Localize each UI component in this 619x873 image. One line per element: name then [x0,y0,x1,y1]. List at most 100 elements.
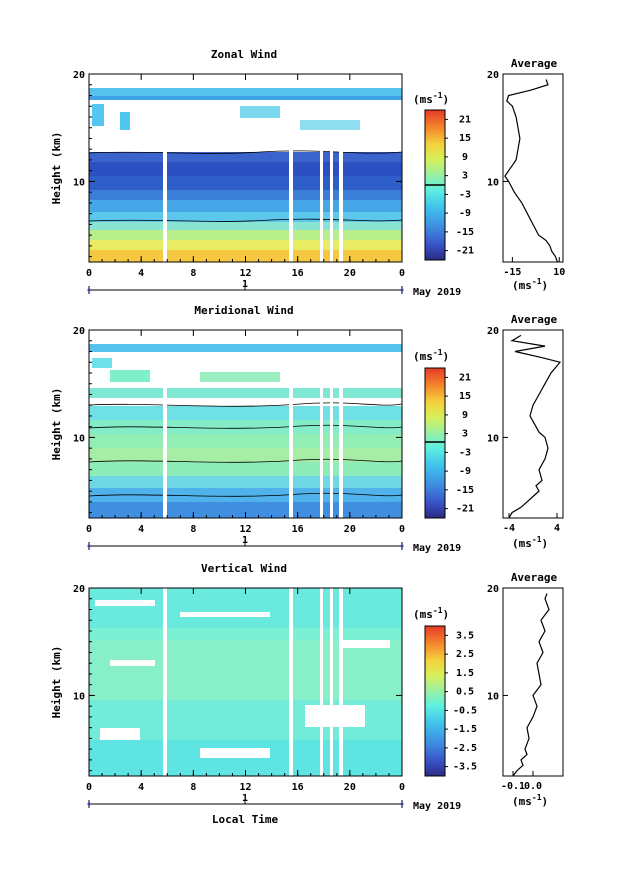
profile-y-label: 20 [487,326,499,337]
y-tick-label: 10 [73,177,85,188]
vertical-profile: Average (ms-1) 10 20 -0.10.0 [487,571,564,808]
x-tick-label: 12 [239,268,251,279]
zonal-panel: Zonal Wind [50,48,565,298]
x-tick-label: 8 [190,782,196,793]
zonal-day-label: 1 [242,279,248,290]
profile-x-label: -15 [503,267,521,278]
meridional-colorbar-unit: (ms-1) [413,348,449,363]
colorbar-label: -2.5 [453,743,477,754]
zonal-day-axis: 1 May 2019 [87,279,461,298]
meridional-colorbar: (ms-1) 21 15 9 3 -3 -9 -15 -21 [413,348,474,519]
zonal-colorbar-unit: (ms-1) [413,91,449,106]
vertical-xlabel: Local Time [212,813,279,826]
x-tick-label: 4 [138,524,144,535]
x-tick-label: 0 [399,524,405,535]
zonal-colorbar: (ms-1) 21 15 9 3 -3 -9 -15 -21 [413,91,474,261]
zonal-profile-title: Average [511,57,558,70]
colorbar-label: 3 [462,171,468,182]
x-tick-label: 16 [292,524,304,535]
x-tick-label: 0 [399,782,405,793]
colorbar-label: -9 [459,208,471,219]
colorbar-label: 3.5 [456,630,474,641]
profile-series-line [504,79,558,263]
x-tick-label: 0 [399,268,405,279]
x-tick-label: 8 [190,268,196,279]
colorbar-label: -9 [459,466,471,477]
colorbar-label: 2.5 [456,649,474,660]
colorbar-label: 1.5 [456,668,474,679]
profile-x-label: 0.0 [524,781,542,792]
zonal-ylabel: Height (km) [50,132,63,205]
vertical-profile-unit: (ms-1) [512,793,548,808]
zonal-date-label: May 2019 [413,287,461,298]
profile-x-label: -4 [503,523,515,534]
colorbar-label: -15 [456,227,474,238]
x-tick-label: 0 [86,524,92,535]
colorbar-label: 3 [462,429,468,440]
colorbar-label: 0.5 [456,687,474,698]
vertical-colorbar-unit: (ms-1) [413,606,449,621]
x-tick-label: 20 [344,782,356,793]
x-tick-label: 20 [344,524,356,535]
meridional-x-axis: 0 4 8 12 16 20 0 [86,330,405,535]
colorbar-label: 15 [459,133,471,144]
zonal-title: Zonal Wind [211,48,277,61]
vertical-profile-title: Average [511,571,558,584]
colorbar-label: -15 [456,485,474,496]
y-tick-label: 20 [73,326,85,337]
meridional-title: Meridional Wind [194,304,293,317]
colorbar-label: -21 [456,246,474,257]
x-tick-label: 4 [138,782,144,793]
colorbar-label: -1.5 [453,724,477,735]
colorbar-label: 9 [462,410,468,421]
vertical-y-axis: 10 20 [73,584,402,772]
meridional-profile-unit: (ms-1) [512,535,548,550]
vertical-date-label: May 2019 [413,801,461,812]
x-tick-label: 12 [239,524,251,535]
meridional-heatmap [88,330,403,518]
x-tick-label: 4 [138,268,144,279]
meridional-day-axis: 1 May 2019 [87,535,461,554]
profile-series-line [508,334,562,519]
profile-x-label: 4 [554,523,560,534]
zonal-profile-unit: (ms-1) [512,277,548,292]
colorbar-label: -21 [456,504,474,515]
profile-series-line [512,593,550,777]
x-tick-label: 12 [239,782,251,793]
profile-y-label: 10 [487,433,499,444]
zonal-heatmap [88,74,403,262]
meridional-profile: Average (ms-1) 10 20 -4 4 [487,313,564,550]
profile-x-label: 10 [553,267,565,278]
colorbar-label: -3.5 [453,762,477,773]
meridional-panel: Meridional Wind 0 4 8 [50,304,564,554]
vertical-x-axis: 0 4 8 12 16 20 0 [86,588,405,793]
x-tick-label: 16 [292,268,304,279]
colorbar-label: 9 [462,152,468,163]
y-tick-label: 20 [73,584,85,595]
x-tick-label: 16 [292,782,304,793]
meridional-y-axis: 10 20 [73,326,402,514]
meridional-date-label: May 2019 [413,543,461,554]
zonal-x-axis: 0 4 8 12 16 20 0 [86,74,405,279]
meridional-profile-title: Average [511,313,558,326]
zonal-profile: Average (ms-1) 10 20 -15 10 [487,57,565,292]
x-tick-label: 8 [190,524,196,535]
meridional-day-label: 1 [242,535,248,546]
vertical-title: Vertical Wind [201,562,287,575]
vertical-colorbar: (ms-1) 3.5 2.5 1.5 0.5 -0.5 -1.5 -2.5 -3.5 [413,606,477,777]
vertical-day-label: 1 [242,793,248,804]
colorbar-label: -0.5 [453,705,477,716]
colorbar-label: 21 [459,114,471,125]
x-tick-label: 0 [86,268,92,279]
colorbar-label: -3 [459,189,471,200]
zonal-y-axis: 10 20 [73,70,402,258]
vertical-day-axis: 1 May 2019 [87,793,461,812]
profile-x-label: -0.1 [501,781,525,792]
y-tick-label: 20 [73,70,85,81]
colorbar-label: 15 [459,391,471,402]
y-tick-label: 10 [73,691,85,702]
profile-y-label: 20 [487,70,499,81]
y-tick-label: 10 [73,433,85,444]
profile-y-label: 20 [487,584,499,595]
